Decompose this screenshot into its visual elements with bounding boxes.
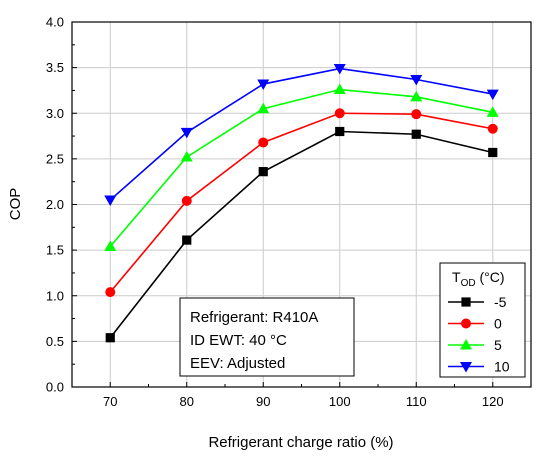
- legend-label-2: 5: [494, 337, 502, 353]
- y-tick-label: 1.5: [46, 243, 64, 258]
- data-point-s3-2: [257, 79, 270, 91]
- data-point-s0-1: [182, 235, 192, 245]
- data-point-s0-5: [488, 147, 498, 158]
- data-point-s0-3: [335, 126, 345, 137]
- legend-title: TOD (°C): [452, 269, 505, 289]
- annotation-box: Refrigerant: R410A ID EWT: 40 °C EEV: Ad…: [179, 297, 355, 377]
- x-tick-label: 120: [482, 394, 504, 409]
- data-point-s2-0: [104, 240, 117, 251]
- data-point-s2-2: [257, 102, 270, 114]
- x-tick-label: 80: [180, 394, 194, 409]
- series-lines: [104, 64, 499, 343]
- series-line-3: [109, 67, 493, 201]
- data-point-s1-1: [181, 195, 192, 206]
- series-line-1: [109, 112, 493, 293]
- legend-label-1: 0: [494, 316, 502, 332]
- legend-label-0: -5: [494, 294, 507, 310]
- x-axis-title: Refrigerant charge ratio (%): [208, 434, 393, 451]
- data-point-s2-1: [180, 151, 193, 162]
- data-point-s1-4: [411, 109, 422, 120]
- y-tick-label: 3.5: [46, 60, 64, 75]
- x-tick-label: 90: [256, 394, 270, 409]
- series-line-2: [109, 88, 493, 247]
- legend-marker-0: [461, 297, 471, 307]
- series-line-0: [109, 130, 493, 339]
- y-tick-label: 4.0: [46, 15, 64, 30]
- data-point-s3-5: [486, 89, 499, 101]
- legend-marker-2: [460, 339, 472, 350]
- y-axis-title: COP: [7, 188, 24, 221]
- y-tick-label: 0.0: [46, 380, 64, 395]
- y-tick-label: 1.0: [46, 288, 64, 303]
- y-tick-label: 2.0: [46, 197, 64, 212]
- y-tick-label: 0.5: [46, 334, 64, 349]
- data-point-s2-4: [410, 90, 423, 102]
- legend-marker-3: [460, 362, 472, 373]
- legend-title-sub: OD: [461, 278, 476, 289]
- annotation-line-1: Refrigerant: R410A: [190, 309, 318, 326]
- data-point-s0-4: [411, 129, 421, 139]
- legend-label-3: 10: [494, 359, 510, 375]
- data-point-s2-5: [486, 106, 499, 117]
- legend-title-main: T: [452, 269, 461, 285]
- y-tick-label: 2.5: [46, 151, 64, 166]
- data-point-s3-0: [104, 195, 117, 206]
- data-point-s0-2: [258, 167, 268, 177]
- legend-title-unit: (°C): [476, 269, 505, 285]
- x-tick-label: 100: [329, 394, 351, 409]
- annotation-line-3: EEV: Adjusted: [190, 355, 285, 372]
- x-tick-label: 110: [406, 394, 427, 409]
- data-point-s3-1: [180, 127, 193, 139]
- axis-ticks: 70 80 90 100 110 120 0.0 0.5 1.0 1.5 2.0 2.5 3.0 3.5 4…: [46, 15, 504, 410]
- annotation-frame: [179, 297, 355, 377]
- legend: TOD (°C) -5 0 5 10: [439, 262, 526, 378]
- legend-marker-1: [461, 318, 471, 329]
- data-point-s0-0: [105, 333, 115, 343]
- data-point-s1-0: [105, 287, 116, 298]
- data-point-s3-4: [410, 74, 423, 86]
- data-point-s1-3: [334, 108, 345, 119]
- x-tick-label: 70: [103, 394, 117, 409]
- y-tick-label: 3.0: [46, 106, 64, 121]
- data-point-s1-2: [258, 137, 269, 148]
- data-point-s3-3: [333, 64, 346, 75]
- legend-frame: [439, 262, 526, 378]
- annotation-line-2: ID EWT: 40 °C: [190, 332, 287, 349]
- data-point-s1-5: [487, 123, 498, 134]
- data-point-s2-3: [333, 83, 346, 95]
